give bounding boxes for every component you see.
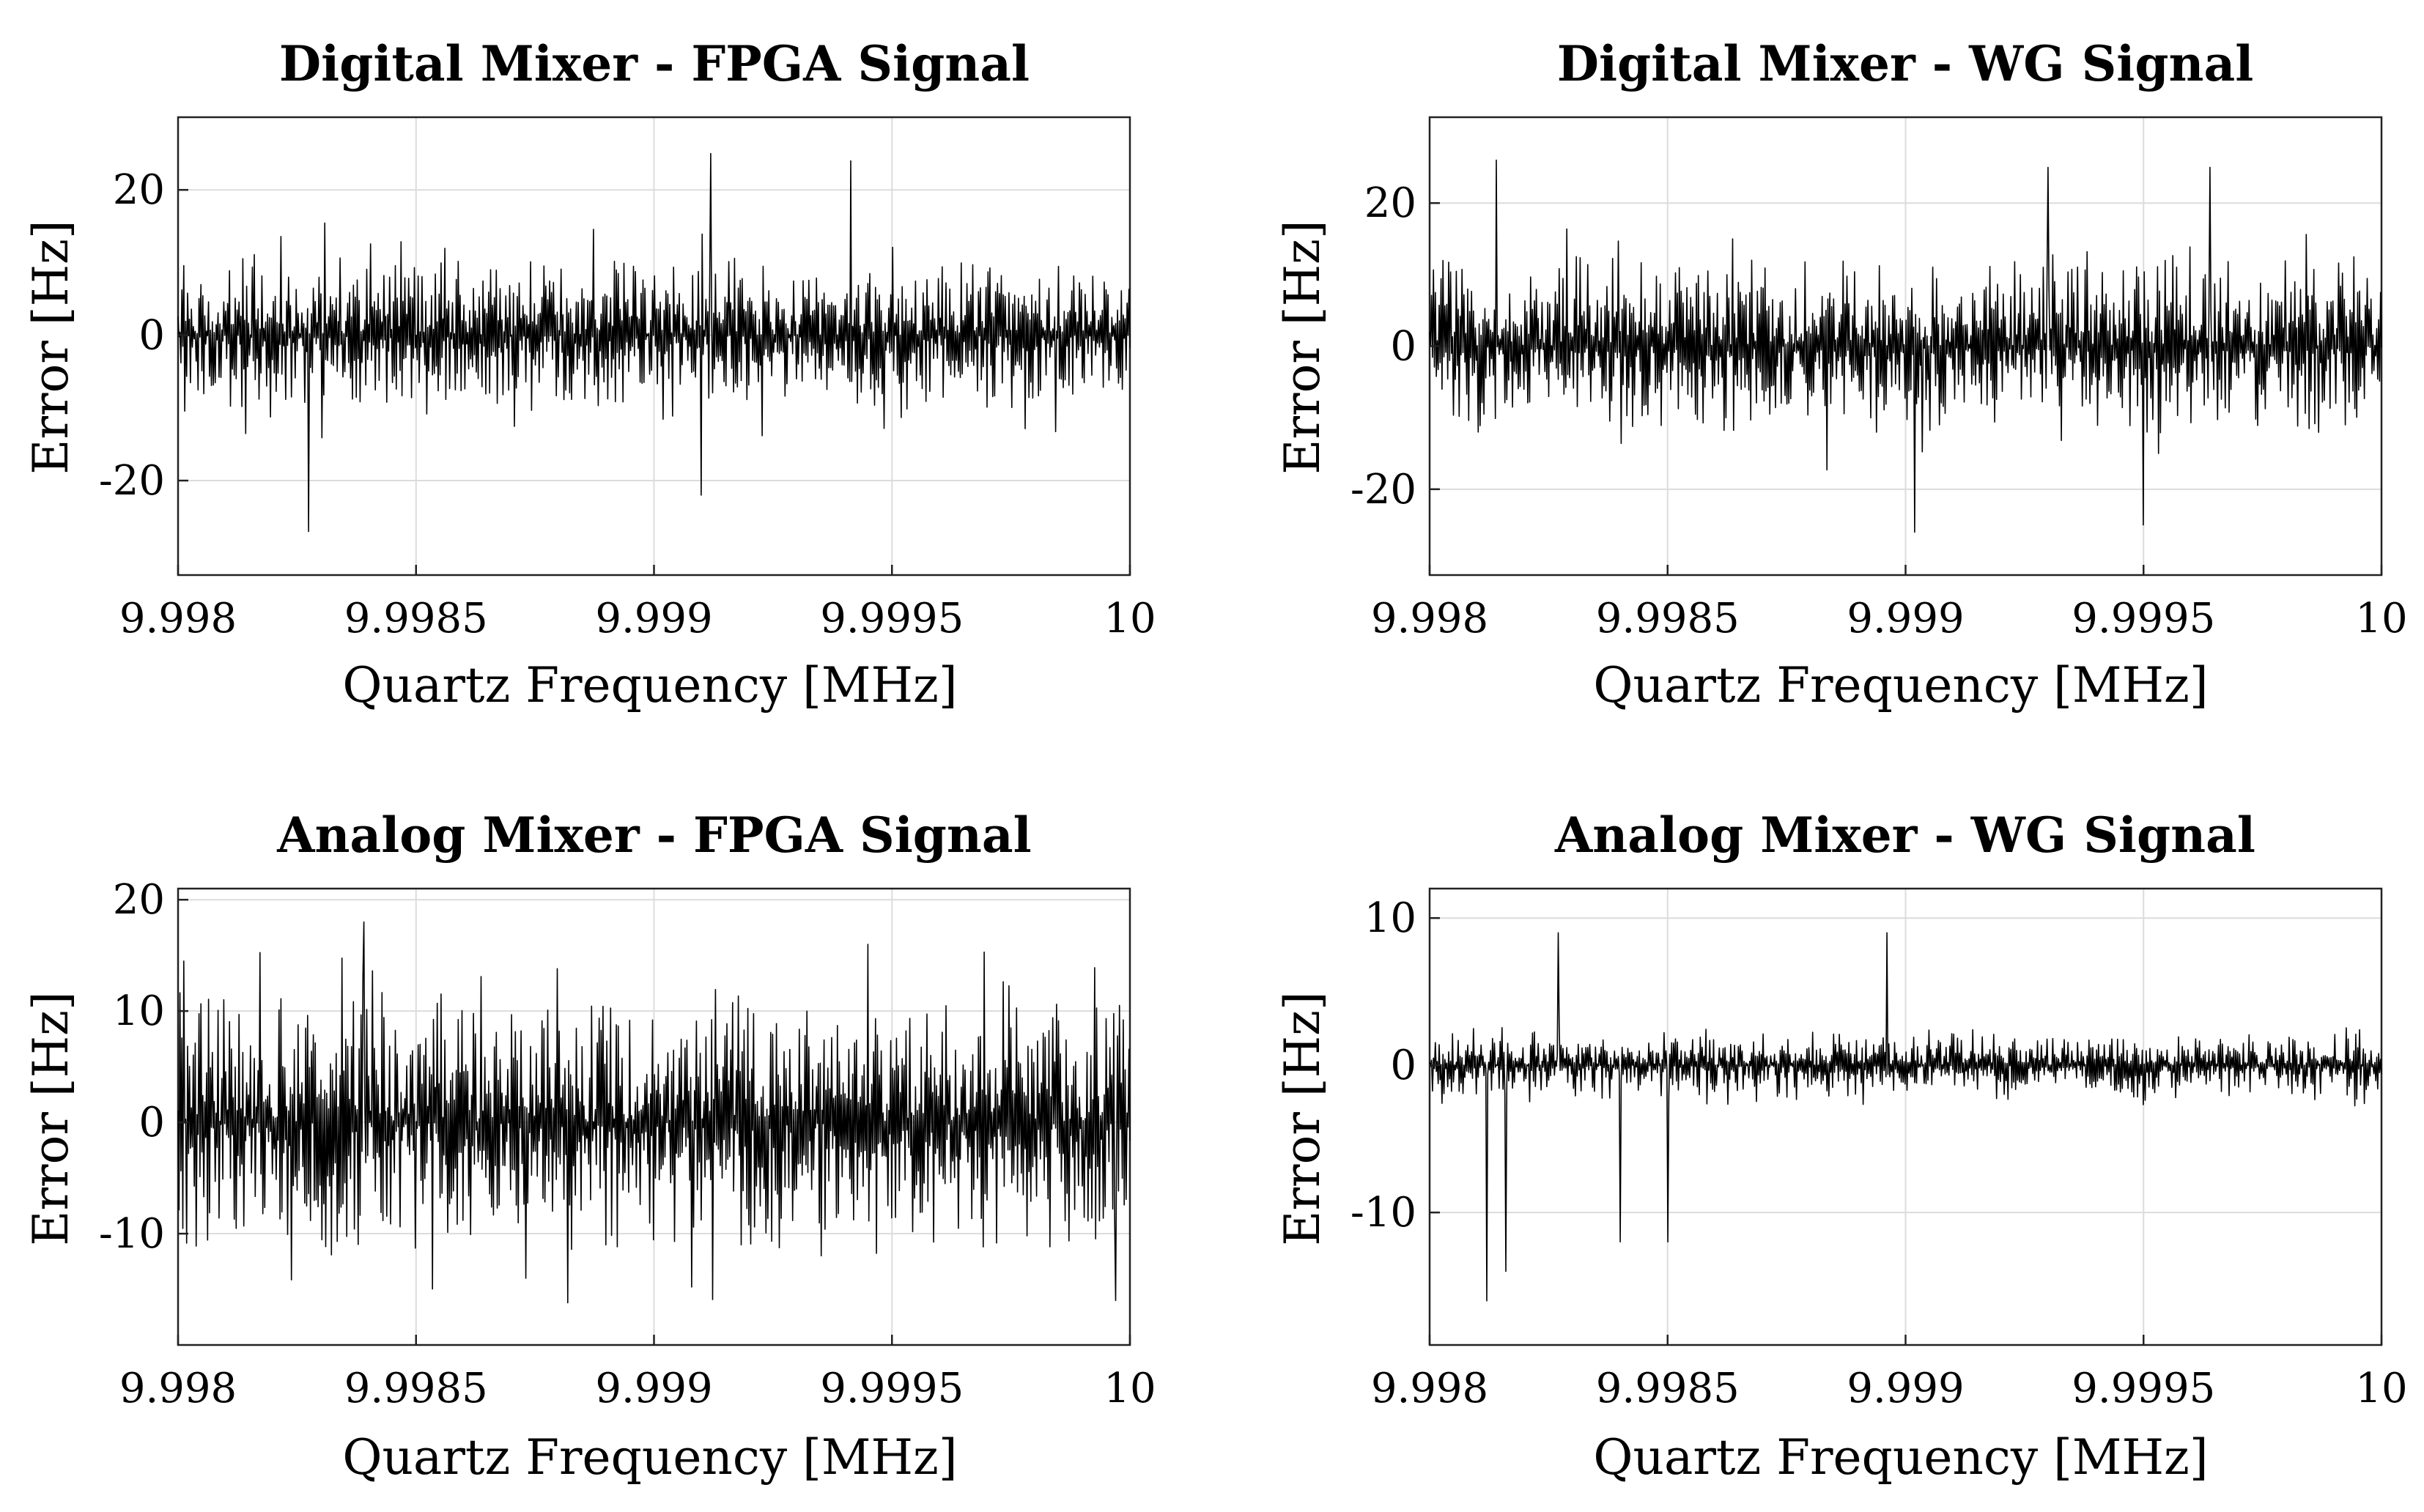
xtick-label: 9.9985 bbox=[344, 595, 488, 642]
xtick-label: 9.998 bbox=[1371, 1365, 1488, 1412]
y-axis-label: Error [Hz] bbox=[23, 220, 79, 474]
xtick-label: 9.998 bbox=[1371, 595, 1488, 642]
xtick-label: 9.9985 bbox=[1596, 1365, 1740, 1412]
chart-digital-wg: Digital Mixer - WG Signal -20 0 20 9.998… bbox=[1274, 35, 2408, 714]
ytick-label: -10 bbox=[99, 1210, 165, 1258]
x-axis-label: Quartz Frequency [MHz] bbox=[1593, 657, 2208, 714]
y-axis-label: Error [Hz] bbox=[1274, 991, 1331, 1245]
ytick-label: -20 bbox=[99, 457, 165, 505]
ytick-label: -10 bbox=[1350, 1189, 1416, 1237]
xtick-label: 9.998 bbox=[119, 595, 237, 642]
ytick-label: 20 bbox=[113, 876, 165, 924]
xtick-label: 9.999 bbox=[595, 595, 712, 642]
x-axis-label: Quartz Frequency [MHz] bbox=[1593, 1429, 2208, 1486]
x-axis-label: Quartz Frequency [MHz] bbox=[342, 657, 957, 714]
xtick-label: 9.9985 bbox=[344, 1365, 488, 1412]
xtick-label: 9.9995 bbox=[2072, 1365, 2215, 1412]
chart-analog-fpga: Analog Mixer - FPGA Signal -10 0 10 20 9… bbox=[23, 807, 1156, 1486]
ytick-label: 0 bbox=[1390, 323, 1416, 371]
ytick-label: 20 bbox=[113, 166, 165, 214]
error-series-line bbox=[177, 152, 1131, 533]
xtick-label: 9.999 bbox=[1847, 1365, 1964, 1412]
xtick-label: 10 bbox=[2355, 595, 2407, 642]
ytick-label: 0 bbox=[138, 312, 165, 360]
xtick-label: 9.9995 bbox=[820, 595, 964, 642]
chart-analog-wg: Analog Mixer - WG Signal -10 0 10 9.998 … bbox=[1274, 807, 2408, 1486]
xtick-label: 9.998 bbox=[119, 1365, 237, 1412]
chart-title: Digital Mixer - FPGA Signal bbox=[279, 35, 1030, 92]
error-series-line bbox=[1429, 932, 2382, 1302]
ytick-label: -20 bbox=[1350, 466, 1416, 514]
chart-title: Analog Mixer - WG Signal bbox=[1554, 807, 2255, 864]
chart-title: Digital Mixer - WG Signal bbox=[1557, 35, 2254, 92]
chart-title: Analog Mixer - FPGA Signal bbox=[276, 807, 1032, 864]
ytick-label: 10 bbox=[113, 987, 165, 1035]
x-axis-label: Quartz Frequency [MHz] bbox=[342, 1429, 957, 1486]
xtick-label: 9.9995 bbox=[2072, 595, 2215, 642]
ytick-label: 0 bbox=[1390, 1042, 1416, 1089]
error-series-line bbox=[1429, 159, 2382, 533]
xtick-label: 10 bbox=[2355, 1365, 2407, 1412]
xtick-label: 10 bbox=[1104, 1365, 1156, 1412]
ytick-label: 0 bbox=[138, 1099, 165, 1146]
chart-digital-fpga: Digital Mixer - FPGA Signal -20 0 20 9.9… bbox=[23, 35, 1156, 714]
xtick-label: 9.9995 bbox=[820, 1365, 964, 1412]
y-axis-label: Error [Hz] bbox=[23, 991, 79, 1245]
xtick-label: 9.999 bbox=[595, 1365, 712, 1412]
xtick-label: 9.999 bbox=[1847, 595, 1964, 642]
xtick-label: 9.9985 bbox=[1596, 595, 1740, 642]
error-series-line bbox=[177, 921, 1131, 1304]
y-axis-label: Error [Hz] bbox=[1274, 220, 1331, 474]
ytick-label: 10 bbox=[1364, 894, 1416, 942]
xtick-label: 10 bbox=[1104, 595, 1156, 642]
ytick-label: 20 bbox=[1364, 179, 1416, 227]
